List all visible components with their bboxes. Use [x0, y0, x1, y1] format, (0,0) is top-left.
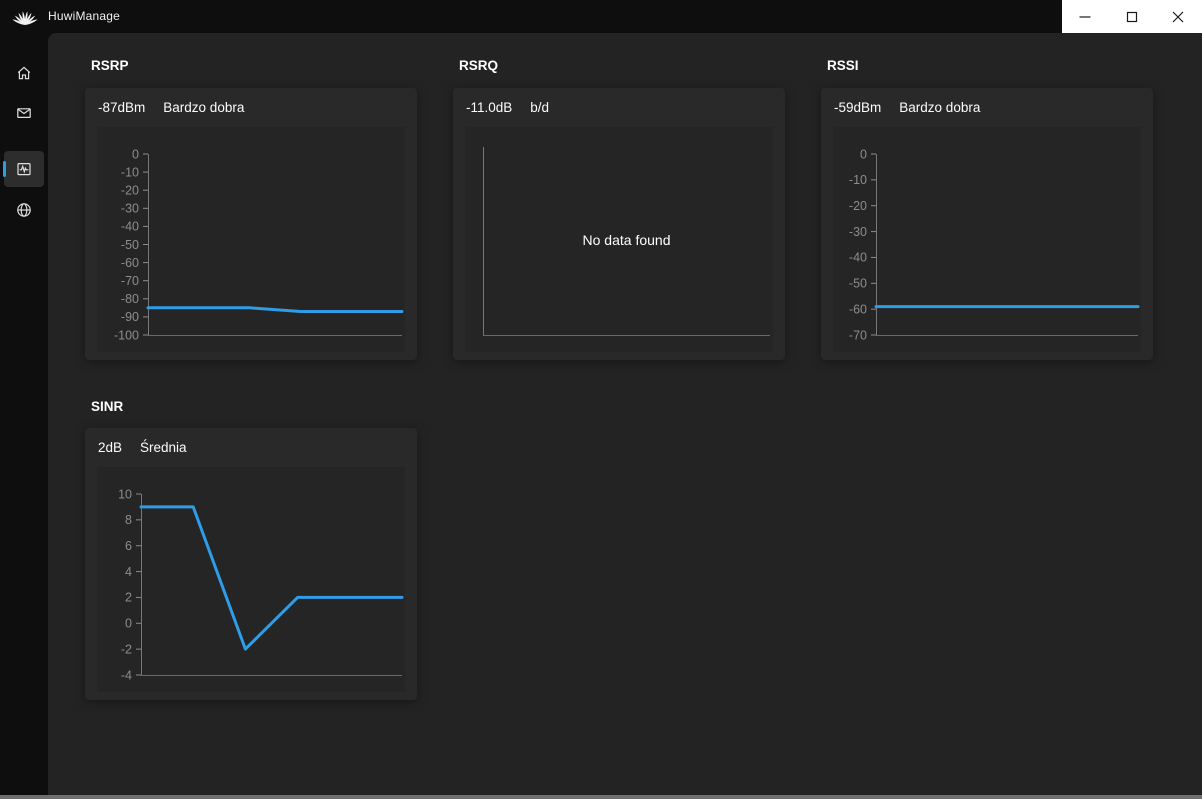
rsrq-card: -11.0dB b/d No data found: [453, 88, 785, 360]
rsrp-value: -87dBm: [98, 100, 146, 115]
svg-text:-40: -40: [849, 251, 867, 265]
svg-text:-10: -10: [121, 165, 139, 179]
window-bottom-edge: [0, 795, 1202, 799]
globe-icon: [15, 201, 33, 219]
rsrq-quality: b/d: [530, 100, 550, 115]
svg-text:-30: -30: [121, 202, 139, 216]
rsrp-chart: 0 -10 -20 -30 -40 -50 -60 -70 -80 -90 -100: [97, 127, 405, 352]
svg-text:-50: -50: [121, 238, 139, 252]
svg-text:-2: -2: [121, 642, 132, 656]
svg-text:10: 10: [118, 487, 132, 501]
svg-text:-40: -40: [121, 220, 139, 234]
sinr-quality: Średnia: [140, 440, 187, 455]
sidebar: [0, 33, 48, 799]
svg-text:0: 0: [132, 147, 139, 161]
rsrp-card: -87dBm Bardzo dobra 0 -10 -20 -30 -40 -50 -60 -7…: [85, 88, 417, 360]
svg-text:0: 0: [125, 617, 132, 631]
no-data-text: No data found: [583, 232, 671, 248]
svg-text:-4: -4: [121, 668, 132, 682]
svg-text:4: 4: [125, 565, 132, 579]
app-title: HuwiManage: [48, 9, 121, 23]
titlebar[interactable]: HuwiManage: [0, 0, 1202, 33]
sidebar-item-signal[interactable]: [3, 151, 44, 187]
svg-text:-80: -80: [121, 292, 139, 306]
svg-text:2: 2: [125, 591, 132, 605]
sinr-chart: 10 8 6 4 2 0 -2 -4: [97, 467, 405, 692]
sidebar-item-network[interactable]: [4, 192, 44, 228]
svg-text:-10: -10: [849, 173, 867, 187]
sidebar-item-home[interactable]: [4, 55, 44, 91]
sinr-value: 2dB: [98, 440, 123, 455]
rssi-quality: Bardzo dobra: [899, 100, 981, 115]
rsrq-heading: RSRQ: [459, 58, 499, 73]
svg-text:-100: -100: [114, 328, 139, 342]
svg-text:-70: -70: [849, 328, 867, 342]
mail-icon: [15, 104, 33, 122]
rsrp-quality: Bardzo dobra: [163, 100, 245, 115]
svg-text:0: 0: [860, 147, 867, 161]
rssi-heading: RSSI: [827, 58, 859, 73]
rssi-value: -59dBm: [834, 100, 882, 115]
maximize-button[interactable]: [1109, 0, 1156, 33]
rsrp-heading: RSRP: [91, 58, 129, 73]
svg-text:-20: -20: [121, 184, 139, 198]
sinr-heading: SINR: [91, 399, 124, 414]
rssi-chart: 0 -10 -20 -30 -40 -50 -60 -70: [833, 127, 1141, 352]
minimize-button[interactable]: [1062, 0, 1109, 33]
sinr-card: 2dB Średnia 10 8 6 4 2 0 -2 -4: [85, 428, 417, 700]
svg-text:-30: -30: [849, 225, 867, 239]
rssi-card: -59dBm Bardzo dobra 0 -10 -20 -30 -40 -50 -60 -7…: [821, 88, 1153, 360]
close-button[interactable]: [1155, 0, 1202, 33]
home-icon: [15, 64, 33, 82]
svg-text:-70: -70: [121, 274, 139, 288]
svg-text:-20: -20: [849, 199, 867, 213]
svg-text:-60: -60: [849, 302, 867, 316]
window-controls: [1062, 0, 1202, 33]
svg-text:6: 6: [125, 539, 132, 553]
signal-chart-icon: [15, 160, 33, 178]
rsrq-value: -11.0dB: [466, 100, 513, 115]
rsrq-chart: No data found: [465, 127, 773, 352]
selected-indicator: [3, 161, 6, 177]
svg-text:8: 8: [125, 513, 132, 527]
svg-text:-60: -60: [121, 256, 139, 270]
svg-text:-90: -90: [121, 310, 139, 324]
huawei-logo: [12, 5, 38, 27]
sidebar-item-mail[interactable]: [4, 95, 44, 131]
svg-text:-50: -50: [849, 277, 867, 291]
